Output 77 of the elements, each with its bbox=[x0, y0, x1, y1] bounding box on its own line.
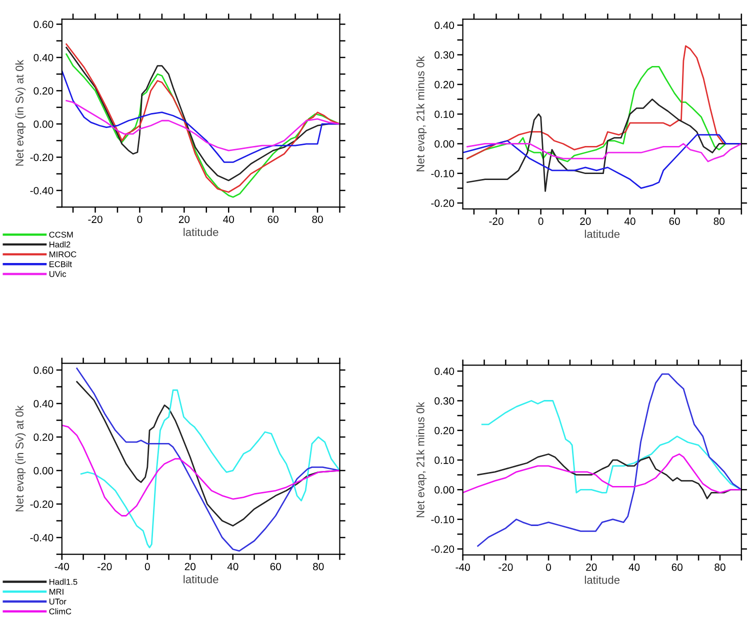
legend-label: MRI bbox=[50, 588, 64, 595]
x-tick-label: -20 bbox=[88, 216, 102, 224]
y-tick-label: -0.20 bbox=[431, 200, 454, 207]
x-tick-label: 40 bbox=[227, 562, 238, 570]
y-tick-label: 0.00 bbox=[434, 486, 454, 494]
legend-label: Hadl2 bbox=[50, 241, 70, 248]
y-tick-label: -0.10 bbox=[431, 170, 454, 178]
y-tick-label: 0.20 bbox=[434, 80, 454, 88]
x-tick-label: 20 bbox=[184, 562, 196, 570]
x-tick-label: 60 bbox=[268, 216, 278, 224]
legend-label: UVic bbox=[49, 270, 66, 277]
y-axis-title: Net evap, 21k minus 0k bbox=[416, 56, 427, 172]
x-tick-label: 40 bbox=[223, 216, 234, 224]
x-tick-label: 20 bbox=[586, 564, 597, 571]
y-tick-label: -0.20 bbox=[30, 154, 54, 162]
x-tick-label: -20 bbox=[489, 218, 504, 225]
y-tick-label: 0.20 bbox=[434, 426, 454, 434]
line-series bbox=[466, 143, 742, 162]
y-tick-label: 0.60 bbox=[34, 366, 54, 374]
y-tick-label: 0.40 bbox=[34, 54, 54, 62]
x-tick-label: 0 bbox=[538, 218, 544, 225]
x-tick-label: 60 bbox=[672, 564, 683, 571]
y-tick-label: 0.40 bbox=[434, 368, 454, 375]
x-tick-label: 0 bbox=[546, 564, 552, 571]
x-tick-label: 60 bbox=[270, 562, 282, 570]
y-tick-label: -0.20 bbox=[431, 545, 454, 553]
legend-label: ECBilt bbox=[50, 261, 72, 268]
x-axis-title: latitude bbox=[184, 575, 218, 584]
x-axis-title: latitude bbox=[184, 228, 218, 236]
x-axis-title: latitude bbox=[584, 230, 620, 238]
x-tick-label: 80 bbox=[312, 216, 323, 224]
y-tick-label: -0.20 bbox=[30, 500, 54, 508]
legend-label: UTor bbox=[49, 598, 66, 604]
x-tick-label: -20 bbox=[98, 562, 112, 570]
line-series bbox=[62, 70, 340, 163]
x-tick-label: 80 bbox=[714, 218, 725, 225]
y-tick-label: 0.10 bbox=[434, 110, 454, 118]
x-tick-label: 20 bbox=[580, 218, 591, 225]
legend-label: MIROC bbox=[50, 251, 76, 258]
x-tick-label: 60 bbox=[669, 218, 680, 225]
y-tick-label: 0.40 bbox=[434, 22, 454, 30]
y-axis-title: Net evap, 21k minus 0k bbox=[416, 402, 427, 518]
y-axis-title: Net evap (in Sv) at 0k bbox=[15, 405, 26, 512]
legend-label: Hadl1.5 bbox=[50, 578, 78, 585]
legend-label: CCSM bbox=[49, 232, 73, 238]
x-tick-label: 20 bbox=[178, 216, 190, 224]
x-axis-title: latitude bbox=[584, 576, 620, 584]
y-tick-label: 0.40 bbox=[34, 400, 54, 408]
line-series bbox=[477, 373, 742, 547]
y-axis-title: Net evap (in Sv) at 0k bbox=[15, 60, 26, 166]
line-series bbox=[66, 100, 340, 152]
line-series bbox=[481, 400, 742, 494]
y-tick-label: 0.30 bbox=[434, 397, 454, 405]
line-series bbox=[462, 453, 742, 494]
x-tick-label: 40 bbox=[624, 218, 636, 225]
y-tick-label: 0.30 bbox=[434, 51, 454, 59]
y-tick-label: 0.10 bbox=[434, 456, 454, 464]
y-tick-label: 0.60 bbox=[34, 20, 54, 28]
x-tick-label: -20 bbox=[498, 564, 513, 571]
y-tick-label: -0.40 bbox=[30, 186, 54, 194]
y-tick-label: 0.20 bbox=[34, 87, 54, 95]
line-series bbox=[62, 424, 340, 516]
y-tick-label: 0.00 bbox=[34, 467, 54, 474]
x-tick-label: 0 bbox=[137, 216, 142, 224]
y-tick-label: -0.40 bbox=[30, 534, 54, 542]
legend-label: ClimC bbox=[49, 608, 72, 614]
y-tick-label: 0.00 bbox=[434, 140, 454, 148]
x-tick-label: -40 bbox=[456, 564, 470, 571]
y-tick-label: -0.10 bbox=[431, 516, 454, 524]
x-tick-label: 80 bbox=[313, 562, 324, 570]
y-tick-label: 0.20 bbox=[34, 434, 54, 441]
line-series bbox=[462, 134, 742, 189]
x-tick-label: -40 bbox=[54, 562, 70, 570]
y-tick-label: 0.00 bbox=[34, 120, 54, 128]
x-tick-label: 40 bbox=[628, 564, 640, 571]
x-tick-label: 80 bbox=[714, 564, 726, 571]
x-tick-label: 0 bbox=[144, 562, 150, 570]
